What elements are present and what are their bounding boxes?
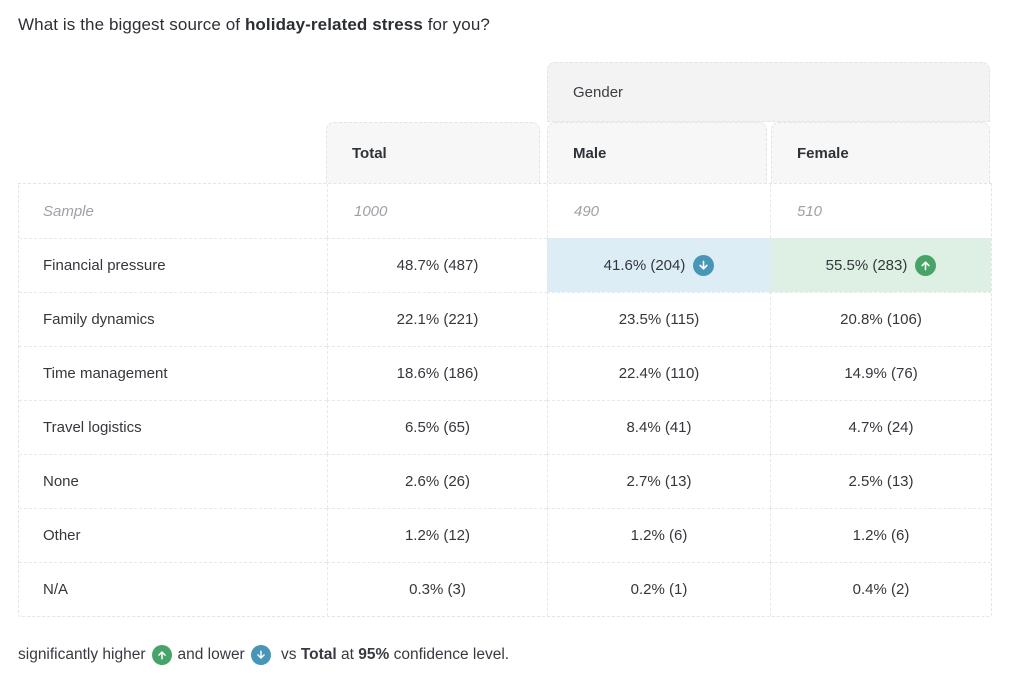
sample-male-value: 490 (547, 184, 770, 238)
male-value-cell: 1.2% (6) (547, 508, 770, 562)
total-value-cell: 6.5% (65) (327, 400, 547, 454)
female-value-cell: 0.4% (2) (770, 562, 991, 616)
total-value-cell: 18.6% (186) (327, 346, 547, 400)
legend-up-icon (151, 645, 172, 665)
column-header-spacer (18, 122, 326, 183)
column-header-female: Female (771, 122, 990, 183)
row-label: Financial pressure (19, 238, 327, 292)
row-label: Family dynamics (19, 292, 327, 346)
row-label: N/A (19, 562, 327, 616)
legend-confidence-bold: 95% (358, 646, 390, 663)
column-header-male-label: Male (573, 144, 607, 162)
total-value-cell: 1.2% (12) (327, 508, 547, 562)
female-value-cell: 2.5% (13) (770, 454, 991, 508)
significance-legend: significantly higher and lower vs Total … (18, 645, 992, 665)
table-body: Sample 1000 490 510 Financial pressure 4… (18, 183, 992, 617)
sample-female-value: 510 (770, 184, 991, 238)
group-header-spacer (18, 62, 546, 122)
total-value-cell: 48.7% (487) (327, 238, 547, 292)
row-label: Travel logistics (19, 400, 327, 454)
total-value-cell: 22.1% (221) (327, 292, 547, 346)
sample-total-value: 1000 (327, 184, 547, 238)
female-value-cell: 20.8% (106) (770, 292, 991, 346)
male-value-cell: 8.4% (41) (547, 400, 770, 454)
legend-tail-text: confidence level. (389, 646, 510, 663)
crosstab-table: Gender Total Male Female Sample 1000 490… (18, 62, 992, 617)
male-value-cell: 23.5% (115) (547, 292, 770, 346)
male-value-text: 41.6% (204) (603, 257, 686, 274)
female-value-cell: 14.9% (76) (770, 346, 991, 400)
title-suffix: for you? (422, 15, 490, 34)
total-value-cell: 2.6% (26) (327, 454, 547, 508)
male-value-cell: 22.4% (110) (547, 346, 770, 400)
female-value-cell: 4.7% (24) (770, 400, 991, 454)
sample-row-label: Sample (43, 202, 94, 220)
legend-higher-text: significantly higher (18, 646, 146, 663)
female-value-text: 55.5% (283) (825, 257, 908, 274)
female-value-cell-significant-higher: 55.5% (283) (770, 238, 991, 292)
column-header-total: Total (326, 122, 540, 183)
legend-lower-text: and lower (177, 646, 245, 663)
group-header-row: Gender (18, 62, 992, 122)
legend-down-icon (250, 645, 271, 665)
row-label: None (19, 454, 327, 508)
male-value-cell: 0.2% (1) (547, 562, 770, 616)
male-value-cell-significant-lower: 41.6% (204) (547, 238, 770, 292)
male-value-cell: 2.7% (13) (547, 454, 770, 508)
group-header-gender: Gender (547, 62, 990, 122)
significance-down-icon (693, 255, 715, 276)
row-label: Time management (19, 346, 327, 400)
legend-vs-text: vs (276, 646, 301, 663)
title-emphasis: holiday-related stress (244, 15, 423, 34)
legend-total-bold: Total (300, 646, 337, 663)
group-header-label: Gender (573, 83, 624, 101)
total-value-cell: 0.3% (3) (327, 562, 547, 616)
column-header-female-label: Female (797, 144, 849, 162)
page-title: What is the biggest source of holiday-re… (18, 13, 992, 36)
column-header-total-label: Total (352, 144, 387, 162)
row-label: Other (19, 508, 327, 562)
significance-up-icon (915, 255, 937, 276)
column-header-male: Male (547, 122, 767, 183)
title-prefix: What is the biggest source of (18, 15, 245, 34)
column-header-row: Total Male Female (18, 122, 992, 183)
legend-at-text: at (336, 646, 359, 663)
report-page: What is the biggest source of holiday-re… (18, 13, 992, 665)
female-value-cell: 1.2% (6) (770, 508, 991, 562)
